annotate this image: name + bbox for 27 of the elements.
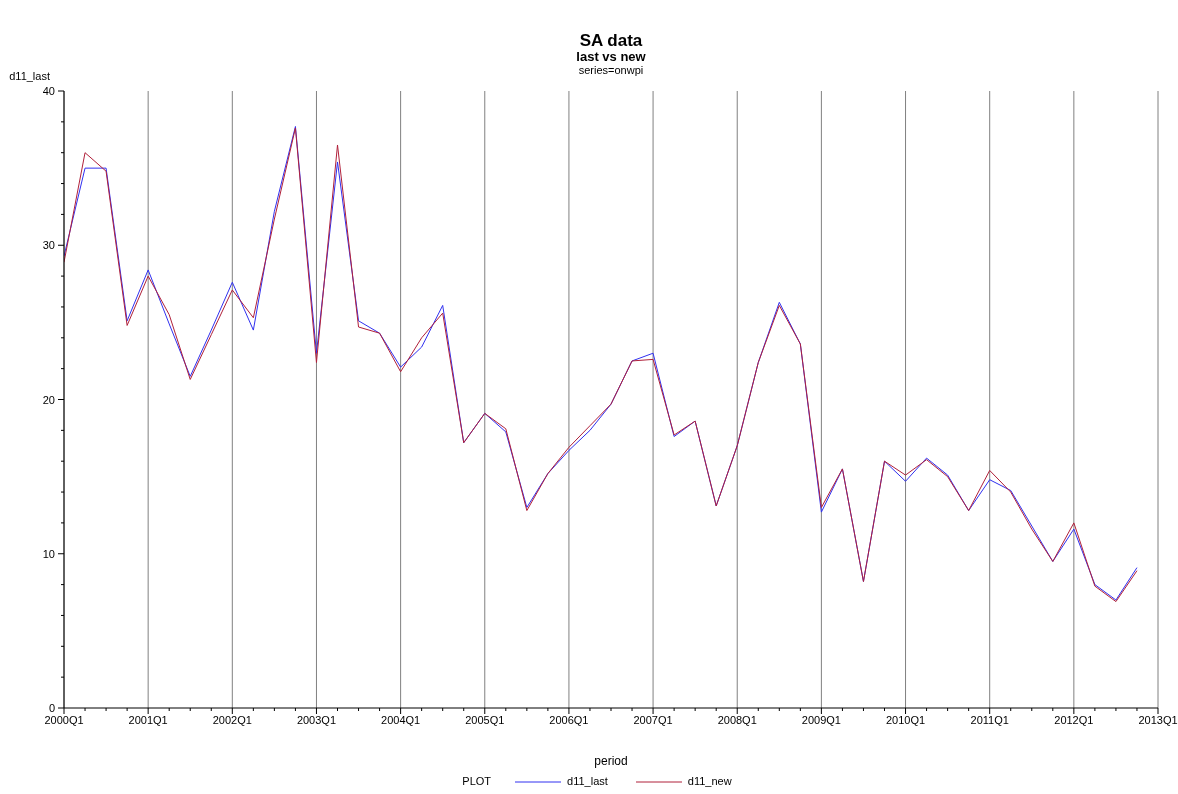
x-tick-label: 2004Q1 <box>381 714 421 726</box>
x-tick-label: 2000Q1 <box>44 714 84 726</box>
x-tick-label: 2010Q1 <box>885 714 926 726</box>
x-tick-label: 2005Q1 <box>465 714 505 726</box>
x-tick-label: 2013Q1 <box>1138 714 1178 726</box>
chart-subtitle: last vs new <box>575 49 647 64</box>
x-tick-label: 2007Q1 <box>633 714 673 726</box>
y-tick-label: 0 <box>48 702 55 714</box>
x-tick-label: 2002Q1 <box>212 714 252 726</box>
legend-label: d11_new <box>687 775 732 788</box>
y-axis-title: d11_last <box>8 70 50 83</box>
x-tick-label: 2012Q1 <box>1054 714 1094 726</box>
y-tick-label: 30 <box>42 239 55 252</box>
y-tick-label: 20 <box>42 393 55 406</box>
x-tick-label: 2008Q1 <box>717 714 757 726</box>
legend-label: d11_last <box>567 775 608 788</box>
x-tick-label: 2009Q1 <box>801 714 841 726</box>
text: series=onwpi <box>577 64 645 77</box>
y-tick-label: 40 <box>42 85 55 97</box>
x-tick-label: 2011Q1 <box>970 714 1009 726</box>
y-tick-label: 10 <box>42 547 55 560</box>
x-tick-label: 2003Q1 <box>296 714 337 726</box>
legend-title: PLOT <box>462 775 492 788</box>
chart-title: SA data <box>578 31 644 51</box>
x-tick-label: 2001Q1 <box>128 714 168 726</box>
x-axis-title: period <box>593 754 629 768</box>
x-tick-label: 2006Q1 <box>549 714 589 726</box>
